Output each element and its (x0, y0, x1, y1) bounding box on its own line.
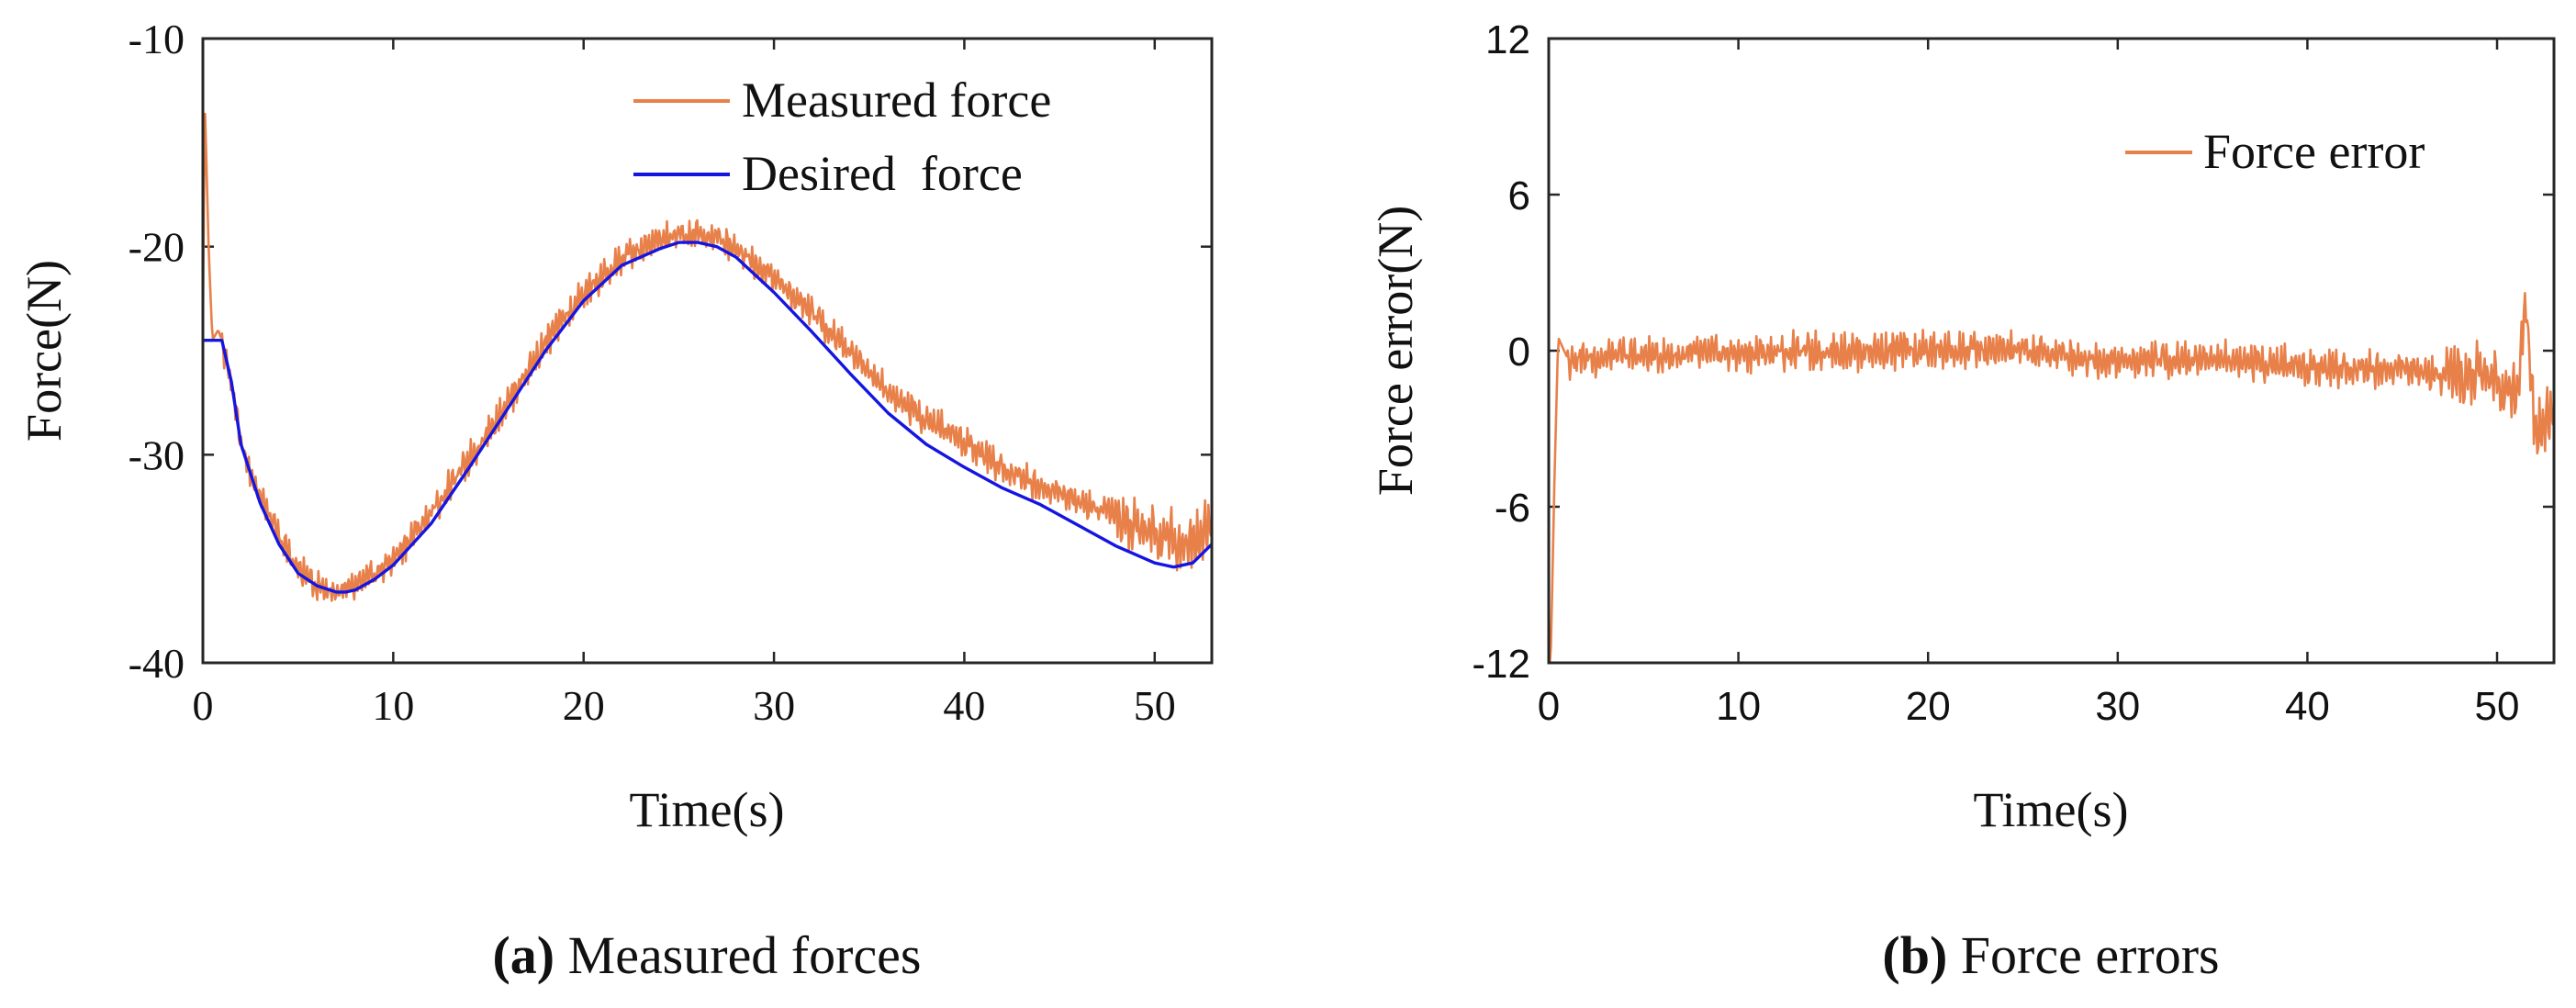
series-line-desired (203, 241, 1214, 594)
chart-a: 0 10 20 30 40 50 -40 -30 -20 -10 Time(s) Force(N)… (17, 16, 1214, 985)
x-tick-label: 40 (943, 682, 985, 729)
legend-label-measured: Measured force (742, 73, 1051, 128)
chart-a-lines (201, 112, 1214, 602)
y-tick-label: -12 (1472, 642, 1530, 687)
y-tick-label: -20 (129, 224, 185, 271)
chart-b-ylabel: Force error(N) (1368, 206, 1423, 496)
series-line-measured (201, 112, 1214, 602)
y-tick-label: 12 (1485, 17, 1530, 62)
caption-b-text: Force errors (1947, 925, 2219, 985)
x-tick-label: 50 (1134, 682, 1176, 729)
y-tick-label: -6 (1495, 486, 1530, 531)
legend-label-error: Force error (2203, 124, 2425, 179)
x-tick-label: 30 (2095, 684, 2140, 729)
chart-b-xlabel: Time(s) (1973, 782, 2128, 837)
chart-a-ylabel: Force(N) (17, 260, 72, 442)
chart-a-ticks: 0 10 20 30 40 50 -40 -30 -20 -10 (129, 16, 1212, 729)
caption-a-text: Measured forces (554, 925, 921, 985)
y-tick-label: 6 (1508, 174, 1530, 218)
y-tick-label: -40 (129, 640, 185, 687)
x-tick-label: 30 (753, 682, 795, 729)
x-tick-label: 40 (2285, 684, 2330, 729)
x-tick-label: 50 (2475, 684, 2520, 729)
chart-a-xlabel: Time(s) (629, 782, 784, 837)
chart-b: 0 10 20 30 40 50 -12 -6 0 6 12 Time(s) Force error… (1368, 17, 2556, 985)
x-tick-label: 0 (193, 682, 214, 729)
y-tick-label: -30 (129, 431, 185, 478)
x-tick-label: 10 (1716, 684, 1761, 729)
y-tick-label: 0 (1508, 330, 1530, 375)
chart-b-axis-box (1547, 37, 2556, 665)
x-tick-label: 20 (563, 682, 605, 729)
chart-a-axis-box (201, 37, 1214, 665)
chart-b-legend: Force error (2125, 124, 2425, 179)
y-tick-label: -10 (129, 16, 185, 62)
caption-b: (b) Force errors (1882, 925, 2219, 985)
chart-a-plot-area (203, 39, 1212, 663)
chart-b-ticks: 0 10 20 30 40 50 -12 -6 0 6 12 (1472, 17, 2554, 729)
chart-a-legend: Measured force Desired force (633, 73, 1051, 201)
caption-b-letter: (b) (1882, 925, 1947, 985)
legend-label-desired: Desired force (742, 146, 1023, 201)
x-tick-label: 20 (1906, 684, 1951, 729)
caption-a-letter: (a) (492, 925, 554, 985)
x-tick-label: 10 (372, 682, 414, 729)
chart-b-lines (1548, 291, 2556, 665)
caption-a: (a) Measured forces (492, 925, 921, 985)
x-tick-label: 0 (1538, 684, 1560, 729)
series-line-error (1548, 291, 2556, 665)
